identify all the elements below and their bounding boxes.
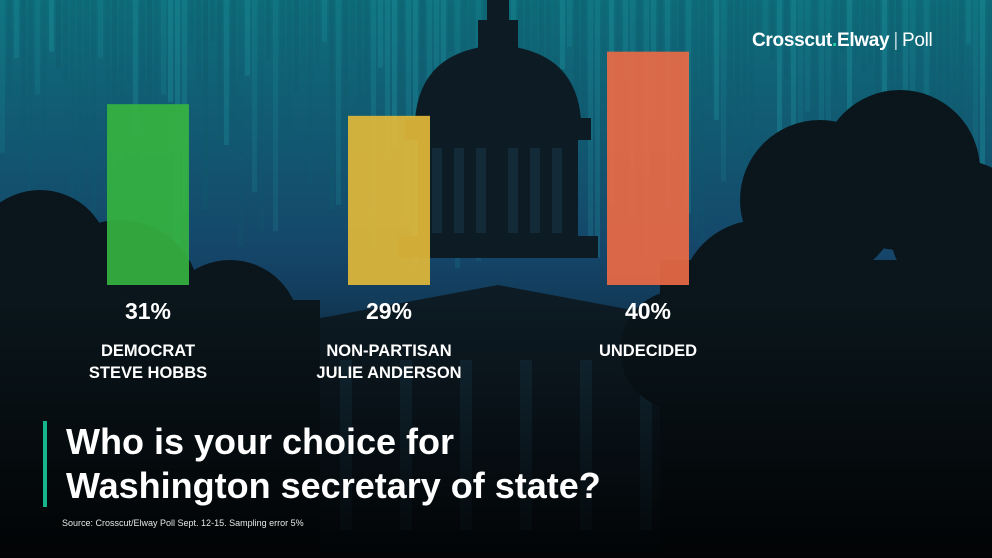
category-label-1: DEMOCRAT STEVE HOBBS: [88, 342, 208, 382]
bar-1: [107, 104, 189, 286]
source-note: Source: Crosscut/Elway Poll Sept. 12-15.…: [62, 518, 304, 528]
question-title: Who is your choice for Washington secret…: [66, 421, 601, 506]
bar-3: [607, 51, 689, 285]
data-label-1: 31%: [124, 298, 172, 324]
crosscut-elway-poll-logo: Crosscut.Elway | Poll: [752, 30, 933, 51]
data-label-2: 29%: [365, 298, 413, 324]
category-label-3: UNDECIDED: [598, 342, 698, 360]
question-accent-bar: [43, 421, 47, 507]
data-label-3: 40%: [624, 298, 672, 324]
category-label-2: NON-PARTISAN JULIE ANDERSON: [316, 342, 462, 382]
bar-2: [348, 115, 430, 285]
bar-chart: [107, 51, 689, 286]
